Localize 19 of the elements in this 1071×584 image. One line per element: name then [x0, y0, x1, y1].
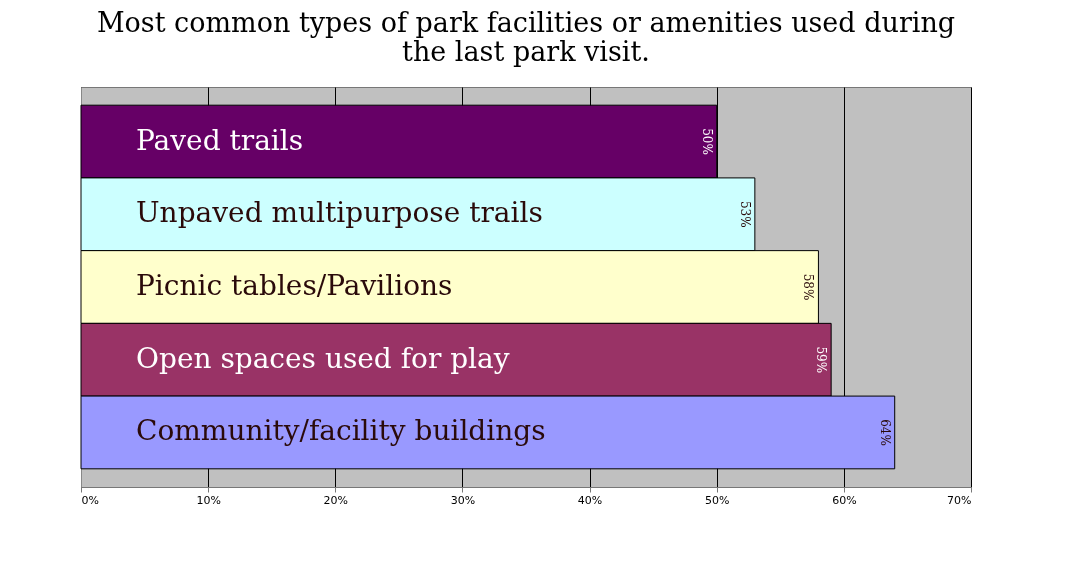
data-label: 58% — [801, 273, 816, 301]
x-tick-label: 20% — [323, 493, 349, 507]
x-tick-label: 70% — [947, 493, 972, 507]
data-label: 53% — [737, 200, 752, 228]
data-label: 59% — [814, 346, 829, 374]
y-tick-label: Open spaces used for play — [136, 341, 510, 375]
x-tick-label: 40% — [577, 493, 603, 507]
data-label: 64% — [877, 419, 892, 446]
y-tick-label: Unpaved multipurpose trails — [136, 196, 543, 230]
data-label: 50% — [699, 128, 714, 155]
text: Most common types of park facilities or amenities used during — [96, 7, 956, 38]
x-tick-label: 60% — [832, 493, 857, 507]
y-tick-label: Paved trails — [136, 123, 304, 157]
x-tick-label: 10% — [196, 493, 221, 507]
x-tick-label: 30% — [450, 493, 476, 507]
y-tick-label: Community/facility buildings — [136, 414, 546, 448]
y-tick-label: Picnic tables/Pavilions — [136, 269, 453, 302]
x-tick-label: 0% — [81, 493, 99, 507]
x-tick-label: 50% — [704, 493, 730, 507]
